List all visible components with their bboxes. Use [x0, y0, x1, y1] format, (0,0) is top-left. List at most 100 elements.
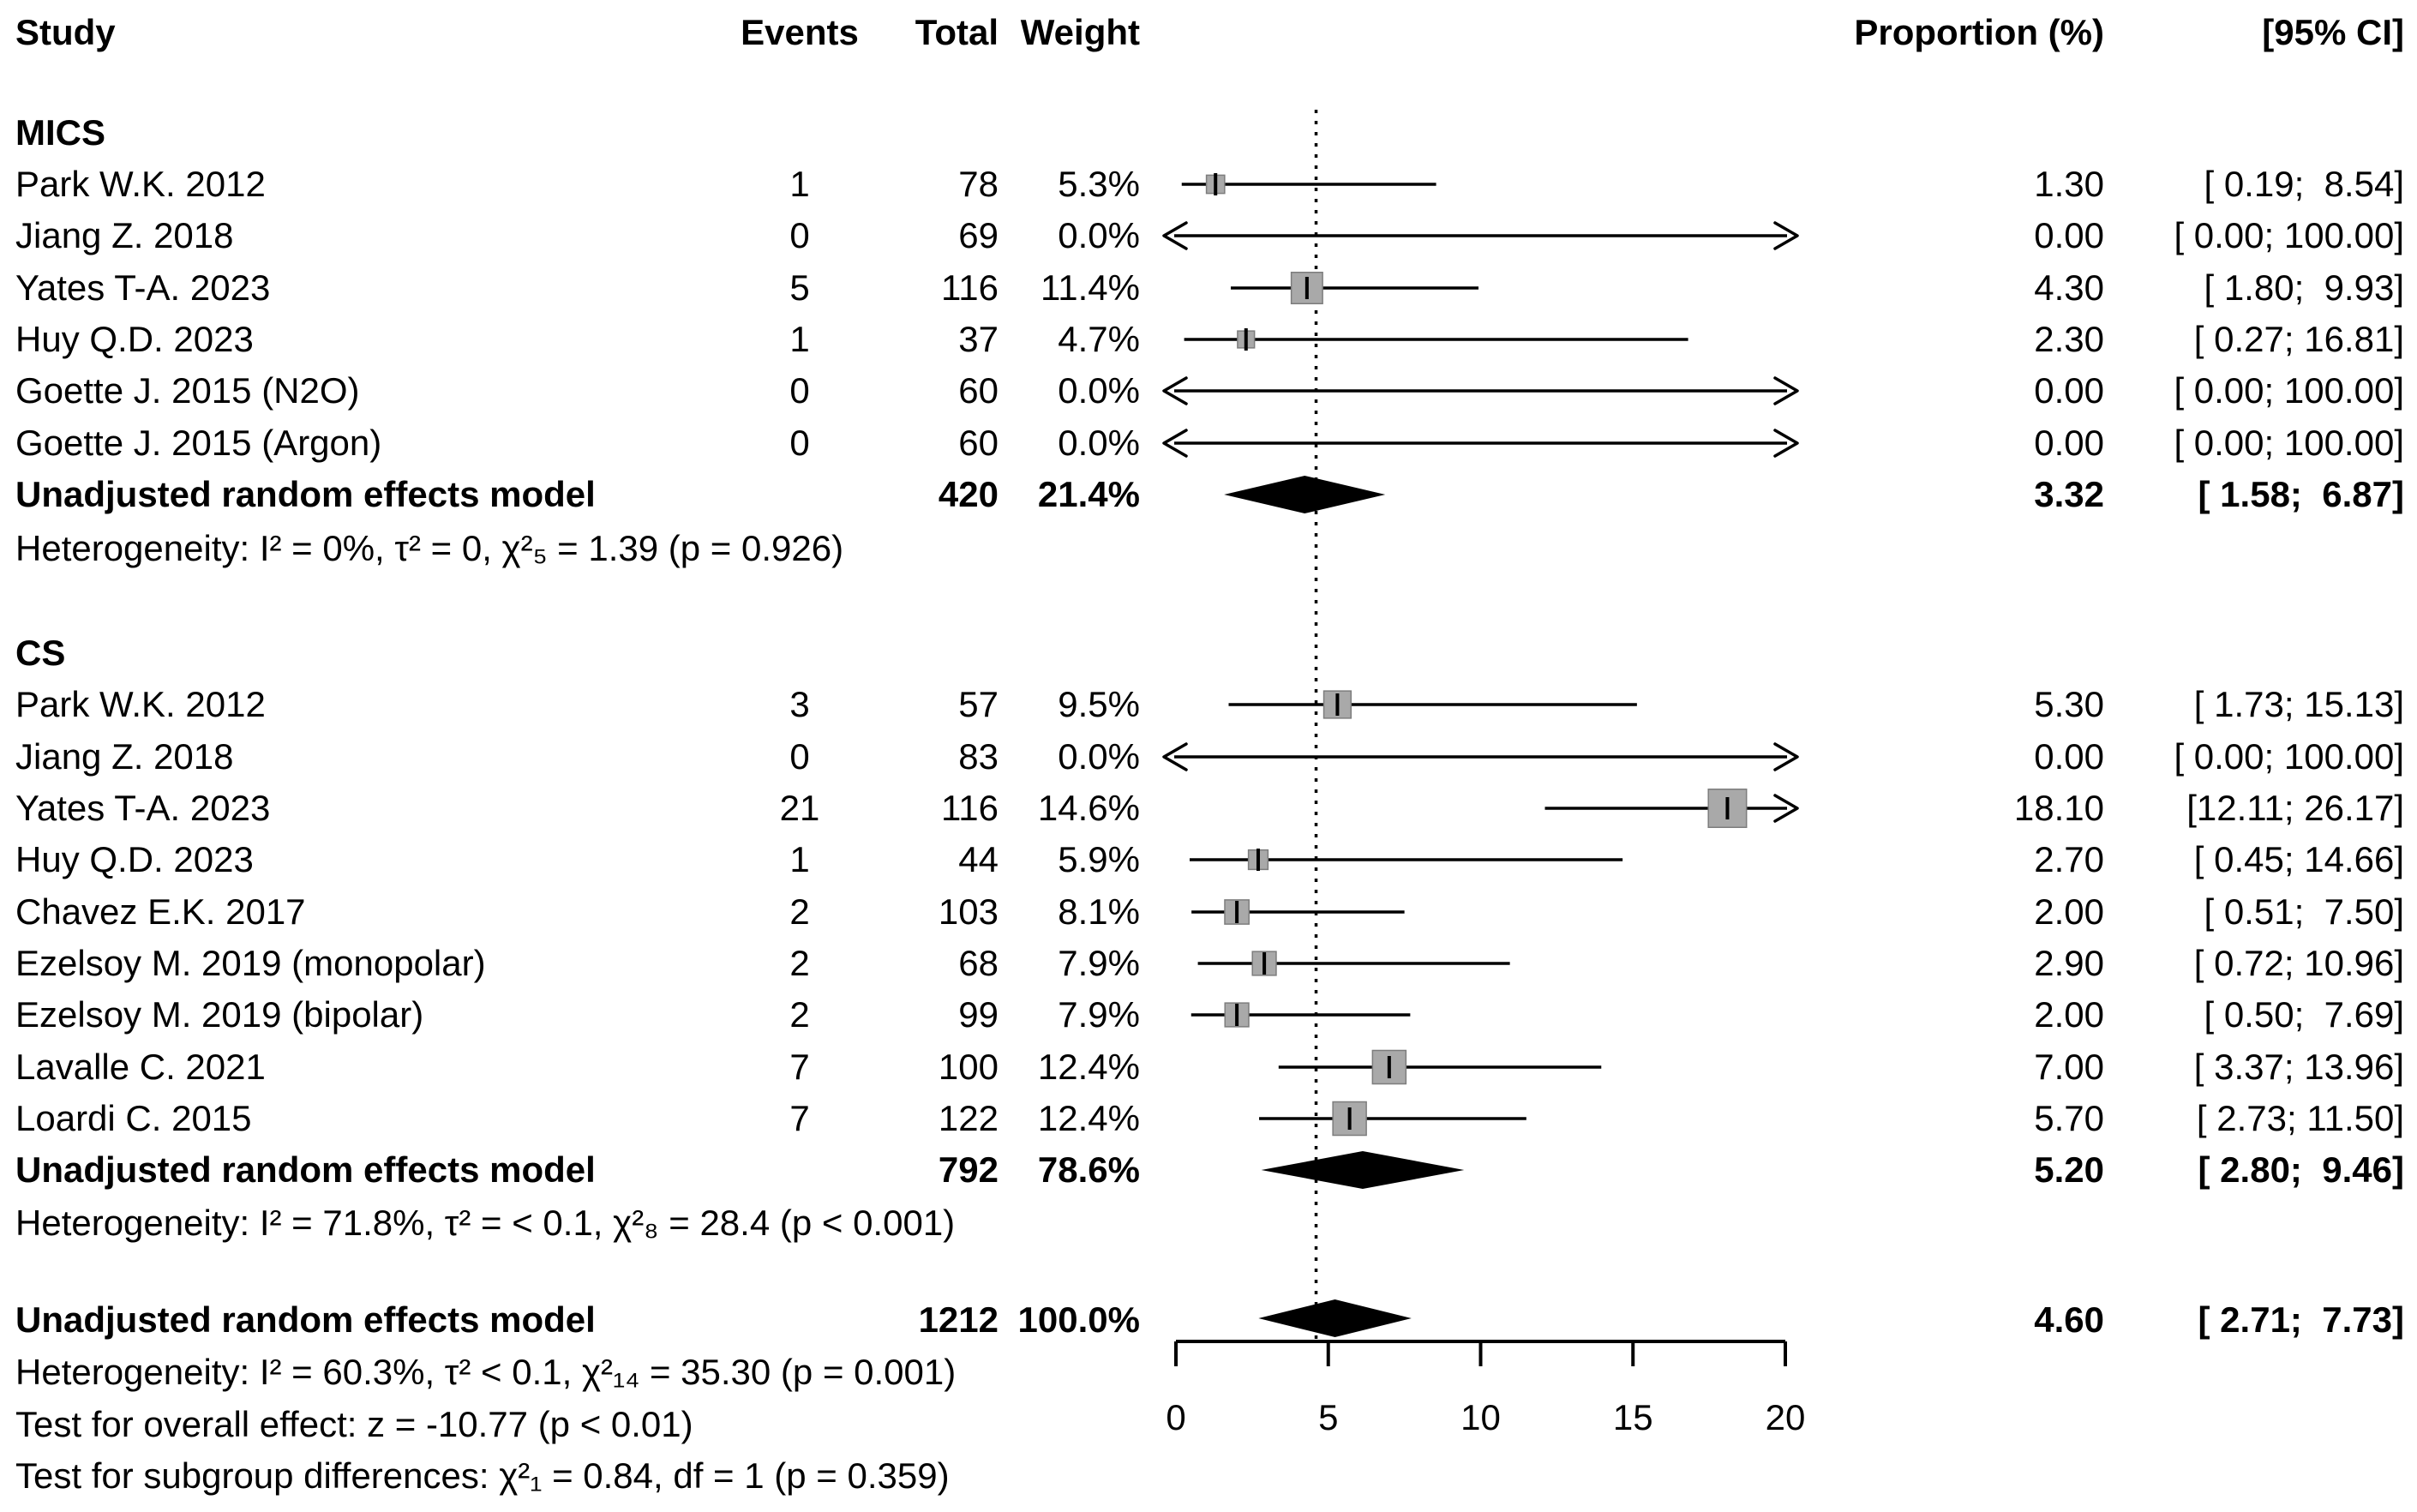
x-axis-tick-label: 10 — [1460, 1397, 1501, 1437]
proportion-value: 2.90 — [2034, 943, 2104, 983]
point-estimate-tick — [1256, 849, 1260, 871]
proportion-value: 5.70 — [2034, 1098, 2104, 1138]
column-header-study: Study — [15, 12, 116, 52]
proportion-value: 2.70 — [2034, 839, 2104, 879]
ci-value: [ 2.80; 9.46] — [2198, 1149, 2404, 1190]
total-value: 60 — [958, 370, 999, 411]
weight-value: 100.0% — [1017, 1299, 1140, 1340]
total-value: 69 — [958, 215, 999, 255]
study-name: Goette J. 2015 (N2O) — [15, 370, 360, 411]
weight-value: 12.4% — [1037, 1098, 1140, 1138]
total-value: 103 — [938, 891, 999, 932]
column-header-weight: Weight — [1020, 12, 1140, 52]
total-value: 122 — [938, 1098, 999, 1138]
weight-value: 21.4% — [1037, 474, 1140, 514]
ci-arrow-right — [1773, 794, 1799, 823]
events-value: 1 — [789, 164, 810, 204]
ci-arrow-right — [1773, 376, 1799, 405]
total-value: 1212 — [918, 1299, 999, 1340]
proportion-value: 2.00 — [2034, 891, 2104, 932]
point-estimate-tick — [1387, 1056, 1391, 1078]
column-header-proportion: Proportion (%) — [1854, 12, 2104, 52]
study-name: Park W.K. 2012 — [15, 684, 266, 724]
proportion-value: 3.32 — [2034, 474, 2104, 514]
x-axis-tick-label: 20 — [1766, 1397, 1806, 1437]
x-axis-tick-label: 15 — [1613, 1397, 1653, 1437]
proportion-value: 5.20 — [2034, 1149, 2104, 1190]
weight-value: 7.9% — [1058, 994, 1140, 1035]
total-value: 116 — [941, 788, 999, 828]
weight-value: 0.0% — [1058, 736, 1140, 777]
study-name: Park W.K. 2012 — [15, 164, 266, 204]
proportion-value: 4.30 — [2034, 267, 2104, 308]
events-value: 7 — [789, 1047, 810, 1087]
column-header-events: Events — [741, 12, 859, 52]
events-value: 7 — [789, 1098, 810, 1138]
subgroup-summary-diamond — [1261, 1151, 1465, 1189]
point-estimate-tick — [1304, 277, 1309, 299]
events-value: 0 — [789, 370, 810, 411]
proportion-value: 4.60 — [2034, 1299, 2104, 1340]
events-value: 2 — [789, 994, 810, 1035]
subgroup-label: MICS — [15, 112, 105, 153]
ci-arrow-right — [1773, 429, 1799, 458]
point-estimate-tick — [1244, 328, 1248, 351]
ci-value: [ 1.80; 9.93] — [2204, 267, 2404, 308]
total-value: 99 — [958, 994, 999, 1035]
ci-arrow-right — [1773, 742, 1799, 771]
ci-arrow-left — [1162, 376, 1188, 405]
heterogeneity-text: Heterogeneity: I² = 71.8%, τ² = < 0.1, χ… — [15, 1203, 956, 1243]
ci-value: [ 0.00; 100.00] — [2174, 370, 2404, 411]
subgroup-label: CS — [15, 633, 66, 673]
ci-arrow-left — [1162, 429, 1188, 458]
weight-value: 0.0% — [1058, 423, 1140, 463]
point-estimate-tick — [1347, 1107, 1352, 1130]
ci-arrow-left — [1162, 742, 1188, 771]
proportion-value: 0.00 — [2034, 370, 2104, 411]
proportion-value: 7.00 — [2034, 1047, 2104, 1087]
weight-value: 0.0% — [1058, 215, 1140, 255]
weight-value: 78.6% — [1037, 1149, 1140, 1190]
heterogeneity-text: Heterogeneity: I² = 0%, τ² = 0, χ²₅ = 1.… — [15, 528, 844, 568]
events-value: 21 — [779, 788, 820, 828]
study-name: Loardi C. 2015 — [15, 1098, 252, 1138]
events-value: 2 — [789, 891, 810, 932]
weight-value: 9.5% — [1058, 684, 1140, 724]
column-header-total: Total — [915, 12, 999, 52]
ci-value: [ 0.00; 100.00] — [2174, 215, 2404, 255]
total-value: 420 — [938, 474, 999, 514]
ci-value: [ 1.58; 6.87] — [2198, 474, 2404, 514]
ci-value: [ 0.00; 100.00] — [2174, 423, 2404, 463]
model-label: Unadjusted random effects model — [15, 1149, 596, 1190]
study-name: Goette J. 2015 (Argon) — [15, 423, 382, 463]
ci-value: [12.11; 26.17] — [2186, 788, 2404, 828]
study-name: Ezelsoy M. 2019 (monopolar) — [15, 943, 486, 983]
point-estimate-tick — [1262, 952, 1267, 975]
test-overall-effect-text: Test for overall effect: z = -10.77 (p <… — [15, 1404, 693, 1444]
proportion-value: 5.30 — [2034, 684, 2104, 724]
events-value: 5 — [789, 267, 810, 308]
point-estimate-tick — [1214, 173, 1218, 195]
weight-value: 14.6% — [1037, 788, 1140, 828]
test-subgroup-differences-text: Test for subgroup differences: χ²₁ = 0.8… — [15, 1455, 950, 1496]
ci-arrow-left — [1162, 221, 1188, 250]
point-estimate-tick — [1235, 1004, 1239, 1026]
point-estimate-tick — [1335, 693, 1340, 716]
ci-value: [ 0.72; 10.96] — [2193, 943, 2404, 983]
point-estimate-tick — [1725, 797, 1730, 819]
weight-value: 8.1% — [1058, 891, 1140, 932]
model-label: Unadjusted random effects model — [15, 1299, 596, 1340]
events-value: 1 — [789, 319, 810, 359]
x-axis-tick-label: 5 — [1318, 1397, 1338, 1437]
total-value: 116 — [941, 267, 999, 308]
events-value: 1 — [789, 839, 810, 879]
model-label: Unadjusted random effects model — [15, 474, 596, 514]
total-value: 83 — [958, 736, 999, 777]
total-value: 44 — [958, 839, 999, 879]
events-value: 0 — [789, 423, 810, 463]
proportion-value: 1.30 — [2034, 164, 2104, 204]
study-name: Lavalle C. 2021 — [15, 1047, 266, 1087]
weight-value: 11.4% — [1041, 267, 1140, 308]
events-value: 2 — [789, 943, 810, 983]
